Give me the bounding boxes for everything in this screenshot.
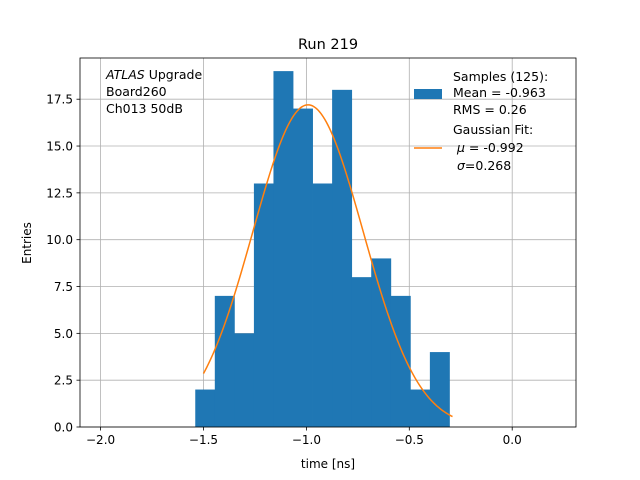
x-tick-label: −1.0 (292, 433, 321, 447)
annotation-upgrade: Upgrade (145, 67, 203, 82)
histogram-bar (234, 333, 255, 427)
legend: Samples (125): Mean = -0.963 RMS = 0.26 … (414, 69, 548, 173)
annotation-line-3: Ch013 50dB (106, 101, 183, 116)
legend-samples-line-1: Samples (125): (453, 69, 548, 84)
legend-samples-line-3: RMS = 0.26 (453, 102, 527, 117)
histogram-bar (214, 295, 235, 427)
y-tick-label: 2.5 (54, 374, 73, 388)
x-tick-label: −0.5 (395, 433, 424, 447)
legend-fit-mu: μ = -0.992 (453, 140, 524, 155)
histogram-bar (390, 295, 411, 427)
chart-title: Run 219 (298, 37, 358, 53)
annotation-box: ATLAS Upgrade Board260 Ch013 50dB (105, 67, 202, 116)
x-axis-label: time [ns] (301, 457, 355, 471)
gaussian-fit-curve (202, 104, 453, 418)
histogram-bar (273, 71, 294, 428)
histogram-bar (371, 258, 392, 427)
histogram-bar (410, 389, 431, 427)
histogram-bar (293, 108, 313, 427)
legend-sigma-value: =0.268 (465, 158, 511, 173)
histogram-bar (429, 352, 450, 427)
legend-samples-patch (414, 89, 442, 99)
plot-frame (79, 57, 577, 428)
y-tick-label: 10.0 (46, 233, 73, 247)
legend-samples-line-2: Mean = -0.963 (453, 85, 546, 100)
histogram-bars (195, 71, 450, 428)
y-tick-label: 0.0 (54, 421, 73, 435)
x-tick-label: 0.0 (503, 433, 522, 447)
x-tick-label: −1.5 (189, 433, 218, 447)
histogram-bar (253, 183, 274, 427)
histogram-bar (351, 277, 372, 427)
legend-mu-symbol: μ (456, 140, 465, 155)
y-tick-label: 15.0 (46, 140, 73, 154)
legend-mu-value: = -0.992 (465, 140, 524, 155)
legend-fit-sigma: σ=0.268 (453, 158, 511, 173)
annotation-atlas: ATLAS (105, 67, 145, 82)
histogram-bar (195, 389, 216, 427)
y-axis-label: Entries (20, 222, 34, 264)
histogram-bar (312, 183, 333, 427)
y-tick-label: 12.5 (46, 186, 73, 200)
y-tick-label: 7.5 (54, 280, 73, 294)
annotation-line-2: Board260 (106, 84, 167, 99)
y-tick-label: 17.5 (46, 93, 73, 107)
x-tick-label: −2.0 (86, 433, 115, 447)
annotation-line-1: ATLAS Upgrade (105, 67, 202, 82)
legend-fit-line-1: Gaussian Fit: (453, 122, 533, 137)
legend-sigma-symbol: σ (457, 158, 466, 173)
y-tick-label: 5.0 (54, 327, 73, 341)
axis-ticks: −2.0 −1.5 −1.0 −0.5 0.0 0.0 2.5 5.0 7.5 10.0 12.5 1… (46, 93, 521, 447)
